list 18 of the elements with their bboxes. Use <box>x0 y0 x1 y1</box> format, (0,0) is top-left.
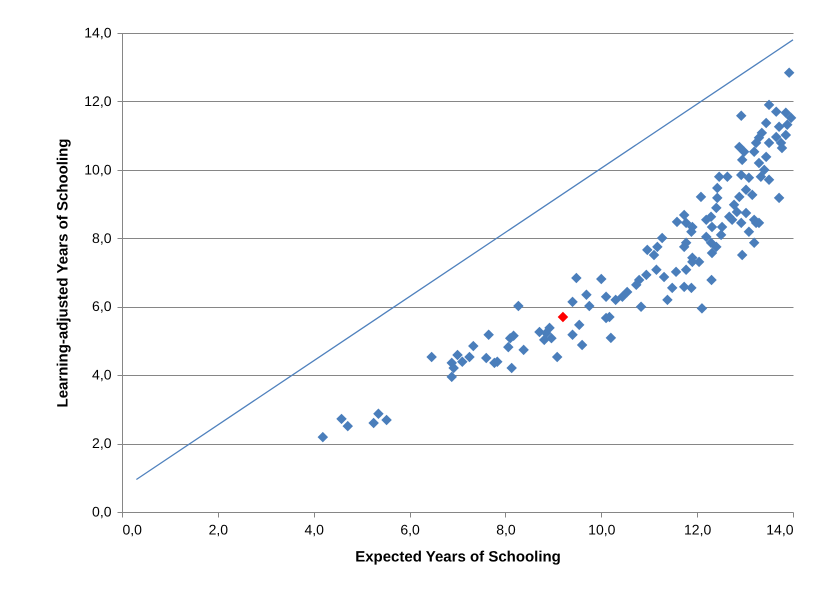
x-tick-label: 10,0 <box>588 522 616 538</box>
x-tick-label: 4,0 <box>304 522 324 538</box>
y-axis-title: Learning-adjusted Years of Schooling <box>54 138 72 408</box>
y-tick-label: 4,0 <box>92 366 112 383</box>
y-tick-label: 6,0 <box>92 298 112 314</box>
y-tick-label: 8,0 <box>92 230 112 246</box>
x-axis-title: Expected Years of Schooling <box>355 548 561 566</box>
y-tick-label: 12,0 <box>84 92 112 109</box>
x-tick-label: 6,0 <box>400 522 420 538</box>
y-tick-label: 14,0 <box>84 24 112 40</box>
y-tick-label: 10,0 <box>84 161 112 178</box>
x-tick-label: 14,0 <box>766 522 794 538</box>
y-tick-label: 0,0 <box>92 504 112 520</box>
x-tick-label: 2,0 <box>208 522 228 538</box>
x-tick-label: 12,0 <box>684 522 712 538</box>
x-tick-label: 0,0 <box>122 522 142 538</box>
y-tick-label: 2,0 <box>92 435 112 452</box>
x-tick-label: 8,0 <box>496 522 516 538</box>
